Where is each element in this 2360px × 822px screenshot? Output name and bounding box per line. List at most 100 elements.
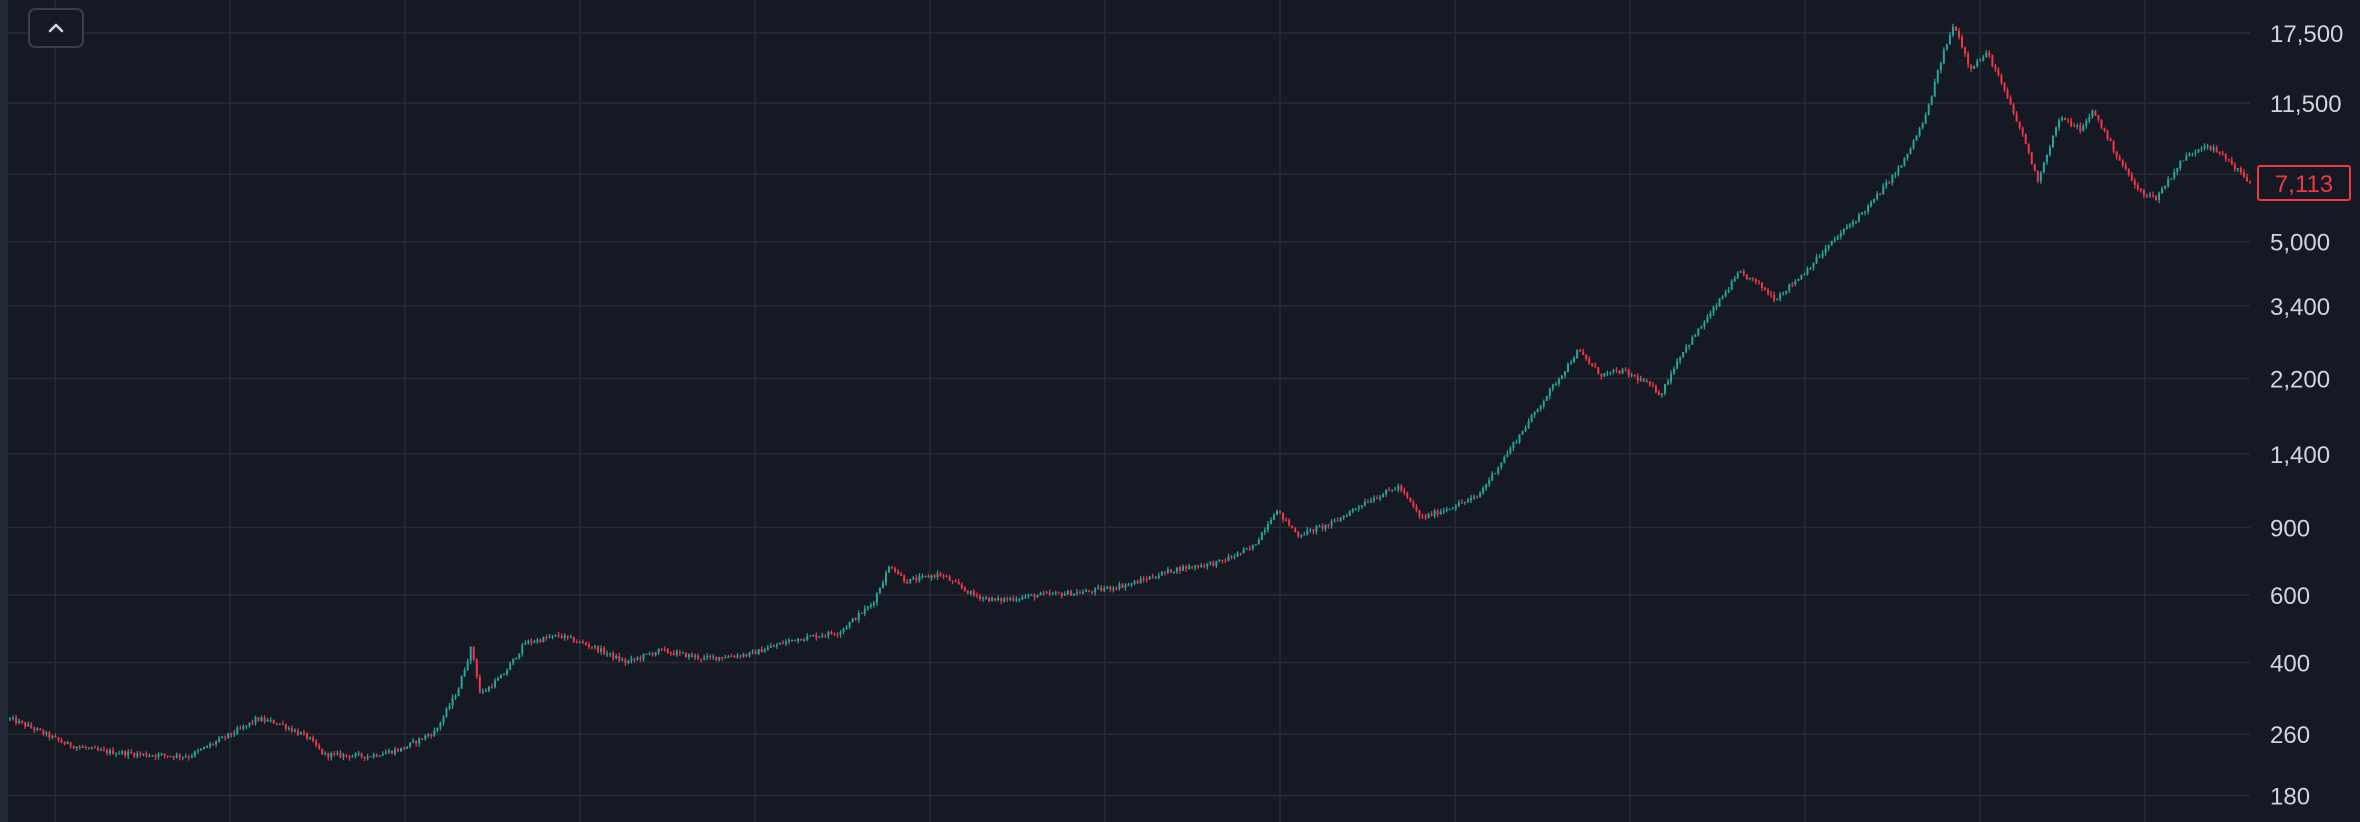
candle	[642, 653, 645, 662]
candle	[348, 755, 351, 761]
candle	[1300, 533, 1303, 539]
candle	[1297, 530, 1300, 538]
candle	[636, 656, 639, 662]
candle	[1091, 590, 1094, 595]
candle	[1827, 244, 1830, 252]
candle	[202, 746, 205, 750]
candle	[2191, 152, 2194, 157]
candle	[787, 637, 790, 645]
candle	[951, 580, 954, 585]
candle	[1803, 272, 1806, 276]
candle	[818, 636, 821, 638]
candle	[1424, 513, 1427, 521]
candle	[427, 732, 430, 738]
candle	[578, 640, 581, 644]
candle	[1012, 595, 1015, 602]
candle	[1954, 26, 1957, 31]
candle	[1263, 527, 1266, 536]
candle	[1697, 328, 1700, 337]
candle	[1703, 320, 1706, 330]
candle	[1245, 547, 1248, 550]
candle	[421, 738, 424, 741]
candle	[1248, 545, 1251, 551]
candle	[2039, 170, 2042, 184]
candle	[1466, 497, 1469, 504]
candle	[866, 605, 869, 611]
candle	[757, 648, 760, 656]
candle	[1500, 462, 1503, 470]
candle	[718, 656, 721, 662]
candle	[2164, 185, 2167, 190]
candle	[1321, 523, 1324, 532]
candle	[763, 647, 766, 653]
candle	[966, 590, 969, 595]
candle	[675, 649, 678, 657]
candle	[600, 645, 603, 655]
candle	[1591, 363, 1594, 368]
candle	[1279, 510, 1282, 515]
candle	[527, 639, 530, 645]
candle	[851, 617, 854, 623]
candle	[1212, 560, 1215, 567]
candle	[1648, 380, 1651, 387]
candle	[836, 632, 839, 638]
candle	[1736, 270, 1739, 280]
candle	[457, 687, 460, 697]
candle	[878, 587, 881, 594]
candle	[233, 730, 236, 737]
candle	[2152, 191, 2155, 199]
candle	[333, 751, 336, 757]
candle	[509, 661, 512, 670]
candle	[1254, 544, 1257, 546]
candle	[2245, 173, 2248, 182]
candle	[672, 650, 675, 656]
candle	[336, 750, 339, 756]
candle	[1482, 485, 1485, 495]
candle	[1294, 526, 1297, 533]
candle	[2212, 144, 2215, 153]
price-axis[interactable]: 1802604006009001,4002,2003,4005,0007,500…	[2270, 21, 2343, 810]
candle	[797, 637, 800, 644]
collapse-button[interactable]	[28, 8, 84, 48]
candle	[345, 754, 348, 758]
candle	[1439, 508, 1442, 515]
candle	[1127, 582, 1130, 587]
candle	[1142, 575, 1145, 583]
candle	[660, 648, 663, 652]
candle	[9, 717, 11, 722]
candle	[606, 650, 609, 658]
candle	[1742, 268, 1745, 277]
candle	[1948, 31, 1951, 45]
candle	[1306, 526, 1309, 536]
candle	[2127, 168, 2130, 177]
candle	[1054, 590, 1057, 596]
candle	[572, 636, 575, 643]
y-tick-label: 400	[2270, 650, 2310, 677]
candle	[957, 578, 960, 585]
candle	[960, 582, 963, 590]
candle	[933, 573, 936, 580]
candle	[1169, 569, 1172, 573]
candle	[557, 631, 560, 639]
candle	[363, 756, 366, 762]
candle	[1339, 517, 1342, 523]
candle	[196, 748, 199, 754]
candle	[2051, 135, 2054, 148]
candle	[906, 578, 909, 585]
candle	[1024, 594, 1027, 599]
candle	[1006, 596, 1009, 603]
candle	[1154, 575, 1157, 579]
candle	[1194, 564, 1197, 571]
candle	[1527, 418, 1530, 430]
last-price-tag: 7,113	[2257, 165, 2351, 201]
candle	[766, 645, 769, 651]
y-tick-label: 5,000	[2270, 230, 2330, 257]
candle	[154, 753, 157, 761]
candle	[493, 677, 496, 689]
candle	[2055, 126, 2058, 138]
candle	[384, 749, 387, 755]
candle	[924, 575, 927, 578]
candle	[378, 755, 381, 757]
candle	[490, 683, 493, 689]
